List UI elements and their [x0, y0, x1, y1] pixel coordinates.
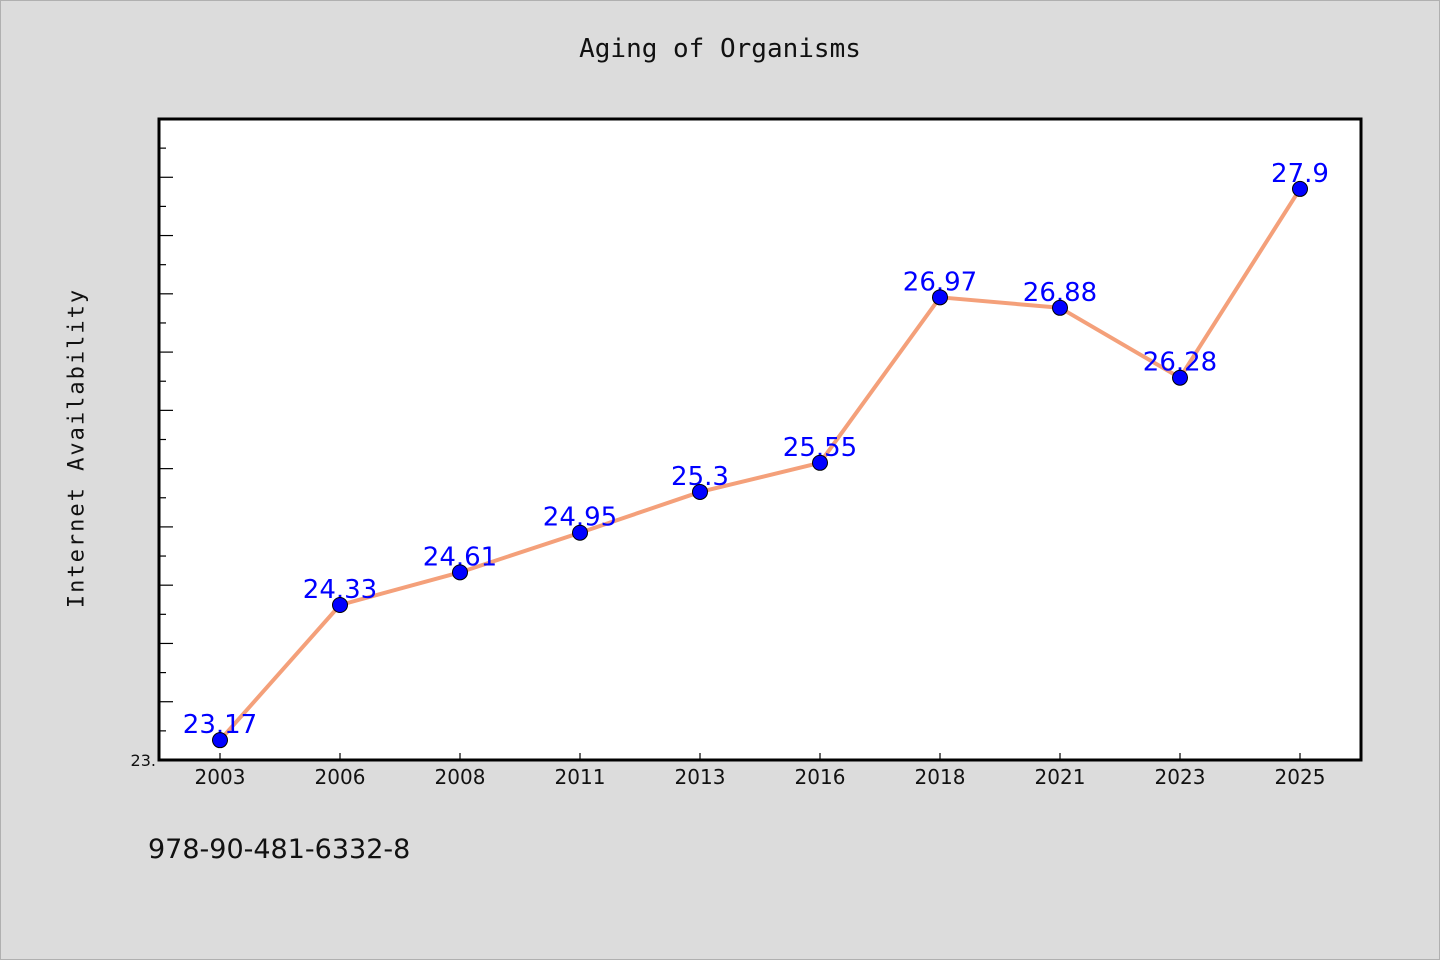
series-line [218, 187, 1302, 742]
plot-area [157, 117, 1363, 762]
data-point [1292, 180, 1308, 197]
x-tick-label: 2016 [795, 765, 846, 789]
x-tick-label: 2023 [1155, 765, 1206, 789]
y-axis-ticks: 23. [131, 118, 173, 770]
data-point [332, 596, 348, 613]
x-tick-label: 2025 [1275, 765, 1326, 789]
y-tick-label: 23. [131, 751, 156, 770]
x-tick-label: 2006 [315, 765, 366, 789]
x-axis-tick-labels: 2003 2006 2008 2011 2013 2016 2018 2021 2023 2025 [195, 753, 1326, 789]
x-tick-label: 2018 [915, 765, 966, 789]
data-point [212, 732, 228, 749]
data-point [1052, 299, 1068, 316]
data-point [1172, 369, 1188, 386]
data-point [572, 524, 588, 541]
x-tick-label: 2021 [1035, 765, 1086, 789]
data-point [932, 289, 948, 306]
data-point [692, 483, 708, 500]
chart-title: Aging of Organisms [579, 34, 861, 64]
x-tick-label: 2013 [675, 765, 726, 789]
data-point [452, 564, 468, 581]
x-tick-label: 2011 [555, 765, 606, 789]
data-point [812, 454, 828, 471]
x-tick-label: 2003 [195, 765, 246, 789]
x-tick-label: 2008 [435, 765, 486, 789]
isbn-footnote: 978-90-481-6332-8 [148, 834, 411, 865]
